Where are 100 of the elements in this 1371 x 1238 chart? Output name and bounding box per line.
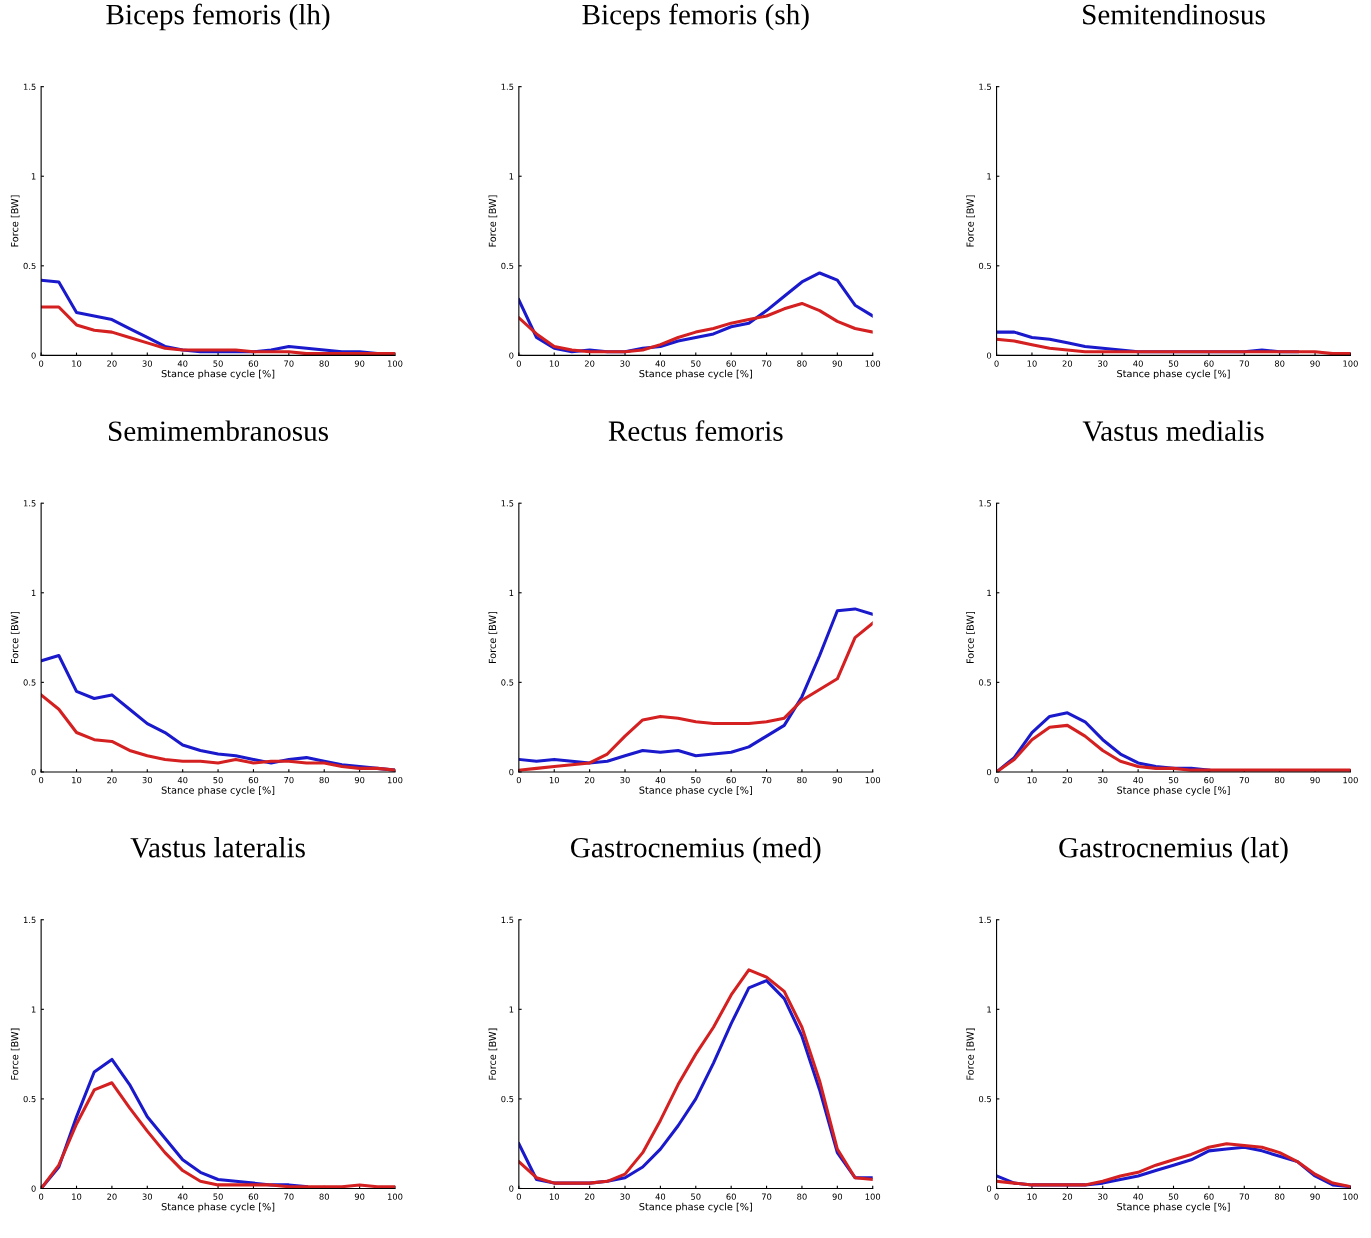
y-axis-title: Force [BW] bbox=[966, 195, 975, 247]
y-tick-label: 1.5 bbox=[23, 916, 36, 924]
x-tick-label: 20 bbox=[1062, 776, 1073, 784]
x-tick-label: 80 bbox=[1274, 776, 1285, 784]
x-tick-label: 60 bbox=[248, 360, 259, 367]
x-tick-label: 90 bbox=[832, 360, 843, 367]
x-tick-label: 80 bbox=[797, 360, 807, 367]
x-tick-label: 0 bbox=[994, 360, 999, 367]
y-tick-label: 0 bbox=[31, 768, 36, 776]
x-tick-label: 40 bbox=[1133, 1193, 1143, 1200]
x-tick-label: 60 bbox=[1204, 776, 1214, 784]
x-tick-label: 80 bbox=[797, 1193, 807, 1200]
y-tick-label: 1.5 bbox=[979, 83, 991, 90]
y-tick-label: 1 bbox=[509, 173, 514, 180]
x-tick-label: 50 bbox=[213, 360, 223, 367]
y-tick-label: 1 bbox=[987, 173, 991, 180]
y-tick-label: 0 bbox=[986, 768, 992, 776]
chart-title: Gastrocnemius (lat) bbox=[1059, 837, 1288, 864]
x-tick-label: 70 bbox=[761, 1193, 772, 1200]
x-tick-label: 20 bbox=[107, 1193, 117, 1200]
x-axis-title: Stance phase cycle [%] bbox=[1117, 1202, 1230, 1213]
x-tick-label: 50 bbox=[213, 1193, 223, 1200]
x-tick-label: 70 bbox=[284, 776, 294, 784]
y-tick-label: 1 bbox=[509, 589, 514, 596]
chart-title: Vastus lateralis bbox=[130, 837, 305, 858]
x-tick-label: 100 bbox=[387, 1193, 403, 1200]
x-tick-label: 40 bbox=[177, 360, 188, 367]
y-axis-title: Force [BW] bbox=[488, 611, 498, 664]
y-tick-label: 1.5 bbox=[23, 83, 36, 90]
x-tick-label: 0 bbox=[516, 1193, 521, 1200]
x-tick-label: 50 bbox=[1168, 776, 1179, 784]
x-tick-label: 50 bbox=[691, 1193, 701, 1200]
y-tick-label: 1.5 bbox=[501, 83, 514, 90]
x-tick-label: 50 bbox=[691, 776, 701, 784]
x-tick-label: 90 bbox=[1310, 1193, 1320, 1200]
x-tick-label: 0 bbox=[994, 776, 999, 784]
x-axis-title: Stance phase cycle [%] bbox=[639, 1202, 752, 1213]
x-tick-label: 20 bbox=[1062, 360, 1073, 367]
x-tick-label: 100 bbox=[865, 1193, 881, 1200]
x-axis-title: Stance phase cycle [%] bbox=[161, 1202, 275, 1213]
y-tick-label: 0 bbox=[31, 352, 36, 359]
x-axis-title: Stance phase cycle [%] bbox=[1117, 786, 1230, 796]
x-axis-title: Stance phase cycle [%] bbox=[161, 369, 275, 380]
x-tick-label: 0 bbox=[39, 360, 44, 367]
x-tick-label: 90 bbox=[832, 1193, 843, 1200]
x-tick-label: 50 bbox=[1168, 1193, 1179, 1200]
x-tick-label: 30 bbox=[620, 1193, 630, 1200]
x-tick-label: 40 bbox=[1133, 776, 1143, 784]
x-tick-label: 20 bbox=[584, 360, 595, 367]
x-tick-label: 100 bbox=[387, 776, 403, 784]
y-axis-title: Force [BW] bbox=[10, 195, 20, 247]
x-tick-label: 100 bbox=[1343, 360, 1358, 367]
x-tick-label: 90 bbox=[354, 360, 365, 367]
chart-title: Gastrocnemius (med) bbox=[571, 837, 821, 864]
x-tick-label: 70 bbox=[284, 360, 294, 367]
y-axis-title: Force [BW] bbox=[966, 611, 975, 664]
y-tick-label: 0.5 bbox=[979, 262, 991, 270]
x-tick-label: 20 bbox=[584, 1193, 595, 1200]
x-tick-label: 80 bbox=[319, 776, 329, 784]
y-tick-label: 1 bbox=[31, 1006, 36, 1013]
x-tick-label: 60 bbox=[1204, 1193, 1214, 1200]
x-tick-label: 100 bbox=[387, 360, 403, 367]
y-tick-label: 0 bbox=[509, 352, 514, 359]
x-tick-label: 10 bbox=[549, 360, 559, 367]
x-axis-title: Stance phase cycle [%] bbox=[639, 369, 752, 380]
x-tick-label: 0 bbox=[39, 776, 44, 784]
x-tick-label: 60 bbox=[248, 1193, 259, 1200]
x-axis-title: Stance phase cycle [%] bbox=[161, 786, 275, 796]
y-axis-title: Force [BW] bbox=[10, 611, 20, 664]
chart-title: Semimembranosus bbox=[109, 420, 328, 441]
x-tick-label: 10 bbox=[549, 776, 559, 784]
x-tick-label: 60 bbox=[248, 776, 259, 784]
y-tick-label: 1 bbox=[31, 173, 36, 180]
x-tick-label: 50 bbox=[1168, 360, 1179, 367]
chart-title: Biceps femoris (lh) bbox=[106, 3, 330, 31]
x-tick-label: 30 bbox=[620, 360, 630, 367]
y-tick-label: 0.5 bbox=[23, 679, 36, 686]
x-tick-label: 60 bbox=[726, 360, 736, 367]
y-tick-label: 0.5 bbox=[501, 1095, 514, 1103]
x-tick-label: 0 bbox=[516, 360, 521, 367]
x-axis-title: Stance phase cycle [%] bbox=[639, 786, 752, 796]
y-tick-label: 1 bbox=[987, 589, 991, 596]
x-tick-label: 20 bbox=[107, 776, 117, 784]
x-tick-label: 20 bbox=[1062, 1193, 1073, 1200]
x-tick-label: 70 bbox=[1239, 776, 1250, 784]
x-tick-label: 90 bbox=[832, 776, 843, 784]
y-tick-label: 0.5 bbox=[501, 679, 514, 686]
x-tick-label: 30 bbox=[142, 360, 153, 367]
x-tick-label: 40 bbox=[655, 1193, 666, 1200]
x-tick-label: 30 bbox=[142, 1193, 153, 1200]
chart-title: Semitendinosus bbox=[1083, 3, 1265, 25]
x-tick-label: 10 bbox=[1027, 1193, 1037, 1200]
x-tick-label: 20 bbox=[107, 360, 117, 367]
y-tick-label: 1.5 bbox=[501, 916, 514, 924]
chart-title: Rectus femoris bbox=[608, 420, 783, 441]
x-tick-label: 40 bbox=[655, 776, 666, 784]
y-tick-label: 0 bbox=[986, 1185, 992, 1192]
x-tick-label: 10 bbox=[549, 1193, 559, 1200]
x-tick-label: 0 bbox=[39, 1193, 44, 1200]
x-tick-label: 50 bbox=[213, 776, 223, 784]
